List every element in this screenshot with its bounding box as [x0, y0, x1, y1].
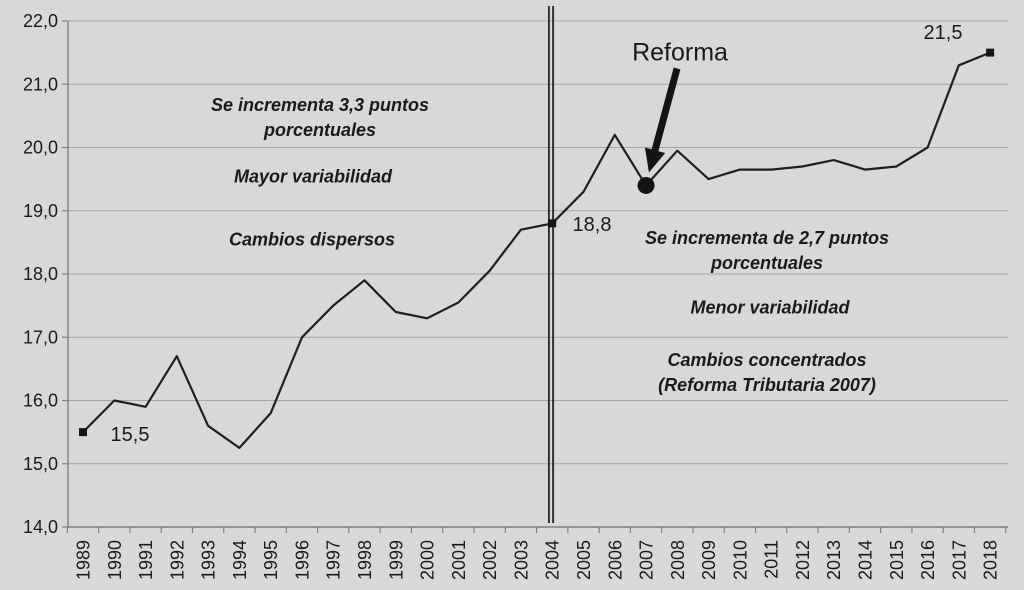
y-tick-label: 20,0	[23, 138, 58, 158]
marker-circle-2007	[637, 176, 655, 194]
annotation-right-increase: Se incrementa de 2,7 puntos porcentuales	[644, 228, 890, 273]
y-tick-label: 14,0	[23, 517, 58, 537]
annotation-left-changes: Cambios dispersos	[228, 229, 396, 250]
x-tick-label: 2018	[981, 540, 1001, 580]
x-tick-label: 2000	[418, 540, 438, 580]
x-tick-label: 1990	[105, 540, 125, 580]
y-tick-label: 16,0	[23, 391, 58, 411]
y-tick-label: 18,0	[23, 264, 58, 284]
x-tick-label: 2009	[699, 540, 719, 580]
point-label-2004: 18,8	[572, 214, 612, 236]
y-tick-label: 17,0	[23, 327, 58, 347]
x-tick-label: 2003	[511, 540, 531, 580]
x-tick-label: 2011	[762, 540, 782, 579]
y-tick-label: 22,0	[23, 11, 58, 31]
x-tick-label: 2002	[480, 540, 500, 580]
x-tick-label: 1993	[199, 540, 219, 580]
x-tick-label: 1999	[386, 540, 406, 580]
x-tick-label: 2012	[793, 540, 813, 580]
x-tick-label: 2013	[824, 540, 844, 580]
x-tick-label: 2017	[949, 540, 969, 580]
x-tick-label: 1991	[136, 540, 156, 580]
marker-square-1989	[79, 428, 87, 437]
x-tick-label: 2014	[856, 540, 876, 580]
annotation-right-changes: Cambios concentrados (Reforma Tributaria…	[658, 350, 876, 395]
x-tick-label: 2006	[605, 540, 625, 580]
x-tick-label: 1997	[324, 540, 344, 580]
x-tick-label: 1989	[74, 540, 94, 580]
annotation-right-variability: Menor variabilidad	[690, 297, 850, 318]
series-line	[82, 51, 991, 449]
marker-square-2018	[986, 48, 995, 57]
x-tick-label: 2005	[574, 540, 594, 580]
x-tick-label: 2007	[637, 540, 657, 580]
x-tick-label: 1992	[167, 540, 187, 580]
reforma-callout-label: Reforma	[632, 38, 728, 67]
x-tick-label: 2004	[543, 540, 563, 580]
marker-square-2004	[548, 219, 557, 228]
x-tick-label: 2016	[918, 540, 938, 580]
x-tick-label: 2001	[449, 540, 469, 580]
annotation-left-increase: Se incrementa 3,3 puntos porcentuales	[210, 95, 430, 140]
y-tick-label: 21,0	[23, 74, 58, 94]
x-tick-label: 2015	[887, 540, 907, 580]
x-tick-label: 1998	[355, 540, 375, 580]
x-tick-label: 2008	[668, 540, 688, 580]
x-tick-label: 1994	[230, 540, 250, 580]
annotation-left-variability: Mayor variabilidad	[233, 166, 393, 187]
point-label-1989: 15,5	[110, 424, 150, 446]
x-tick-label: 2010	[730, 540, 750, 580]
y-tick-label: 15,0	[23, 454, 58, 474]
reforma-arrow	[644, 67, 681, 173]
x-tick-label: 1996	[292, 540, 312, 580]
x-tick-label: 1995	[261, 540, 281, 580]
point-label-2018: 21,5	[923, 22, 963, 44]
y-tick-label: 19,0	[23, 201, 58, 221]
